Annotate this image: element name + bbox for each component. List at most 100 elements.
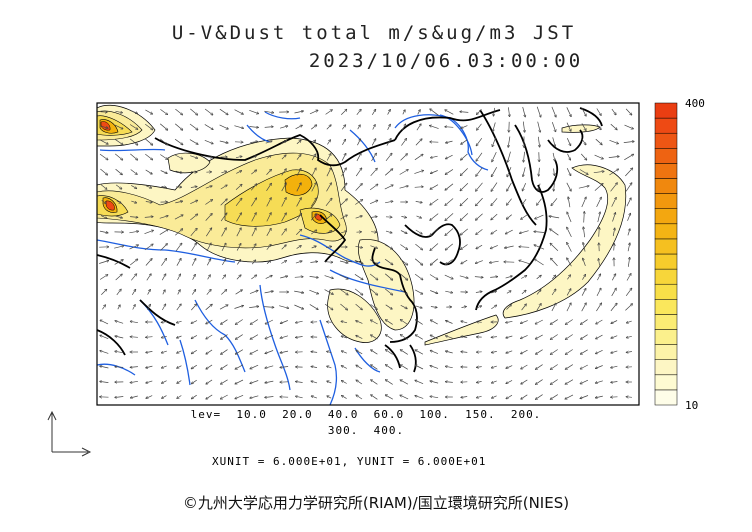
wind-arrow [296, 168, 301, 176]
wind-arrow [340, 215, 348, 220]
colorbar-band [654, 344, 678, 360]
wind-arrow [145, 202, 152, 203]
wind-arrow [129, 138, 138, 145]
copyright-credit: ©九州大学応用力学研究所(RIAM)/国立環境研究所(NIES) [182, 494, 570, 512]
wind-arrow [626, 397, 632, 398]
wind-arrow [506, 350, 513, 353]
wind-arrow [371, 139, 376, 146]
wind-arrow [566, 303, 571, 312]
wind-arrow [236, 213, 242, 222]
wind-arrow [476, 229, 483, 234]
wind-arrow [538, 183, 541, 191]
wind-arrow [115, 351, 124, 352]
wind-arrow [535, 379, 543, 385]
wind-arrow [475, 197, 483, 206]
wind-arrow [536, 275, 542, 280]
wind-arrow [130, 153, 137, 160]
wind-arrow [446, 140, 453, 143]
wind-arrow [550, 243, 559, 252]
wind-arrow [100, 168, 107, 175]
wind-arrow [310, 125, 317, 130]
wind-arrow [130, 110, 137, 114]
wind-arrow [221, 349, 228, 355]
wind-arrow [294, 290, 304, 293]
wind-arrow [519, 230, 529, 234]
wind-arrow [476, 306, 481, 309]
wind-arrow [385, 320, 393, 325]
wind-arrow [145, 259, 152, 266]
wind-arrow [131, 274, 136, 281]
wind-arrow [595, 380, 603, 383]
wind-arrow [567, 153, 571, 160]
wind-arrow [251, 156, 257, 159]
wind-arrow [221, 319, 228, 325]
wind-arrow [132, 289, 135, 295]
wind-arrow [371, 380, 378, 385]
wind-arrow [521, 304, 527, 311]
wind-arrow [279, 126, 288, 129]
wind-arrow [475, 292, 482, 293]
wind-arrow [146, 274, 151, 281]
wind-arrow [415, 243, 422, 250]
wind-arrow [130, 381, 138, 382]
wind-arrow [491, 380, 497, 383]
wind-arrow [474, 277, 483, 278]
wind-arrow [460, 182, 469, 191]
wind-arrow [490, 245, 498, 248]
wind-arrow [100, 335, 109, 340]
wind-arrow [100, 366, 109, 369]
wind-arrow [356, 365, 363, 370]
contour-levels-line-2: 300. 400. [327, 424, 405, 437]
wind-arrow [311, 352, 318, 353]
wind-arrow [580, 334, 588, 340]
wind-arrow [611, 335, 618, 339]
wind-arrow [596, 334, 603, 339]
wind-arrow [130, 367, 138, 368]
wind-arrow [189, 139, 198, 145]
wind-arrow [177, 395, 182, 399]
wind-arrow [176, 304, 181, 311]
wind-arrow [190, 200, 197, 205]
wind-arrow [145, 169, 153, 174]
wind-arrow [535, 364, 543, 370]
wind-arrow [177, 290, 181, 295]
wind-arrow [280, 335, 289, 338]
wind-arrow [115, 367, 124, 368]
wind-arrow [115, 184, 122, 189]
wind-arrow [327, 322, 332, 323]
wind-arrow [506, 394, 513, 399]
wind-arrow [129, 124, 138, 130]
wind-arrow [237, 260, 240, 265]
wind-arrow [400, 335, 408, 340]
wind-arrow [162, 395, 167, 399]
wind-arrow [265, 365, 274, 368]
wind-arrow [627, 257, 629, 267]
wind-arrow [235, 364, 244, 369]
wind-arrow [414, 187, 424, 188]
wind-arrow [100, 215, 107, 219]
wind-arrow [565, 364, 573, 370]
wind-arrow [356, 321, 363, 324]
wind-arrow [326, 183, 332, 192]
wind-arrow [461, 259, 468, 264]
wind-arrow [235, 349, 243, 355]
wind-arrow [175, 201, 182, 204]
wind-arrow [341, 381, 347, 384]
wind-arrow [611, 320, 618, 324]
colorbar-band [654, 163, 678, 179]
wind-arrow [324, 275, 334, 279]
wind-arrow [522, 182, 527, 191]
wind-arrow [371, 335, 378, 340]
wind-arrow [101, 200, 107, 203]
wind-arrow [491, 351, 497, 352]
wind-arrow [251, 213, 257, 222]
wind-arrow [430, 307, 437, 308]
wind-arrow [508, 151, 511, 163]
wind-arrow [461, 336, 468, 337]
wind-arrow [220, 394, 228, 399]
wind-arrow [491, 182, 498, 192]
wind-arrow [507, 166, 512, 177]
wind-arrow [355, 303, 363, 310]
wind-arrow [535, 334, 543, 339]
wind-arrow [295, 337, 303, 338]
